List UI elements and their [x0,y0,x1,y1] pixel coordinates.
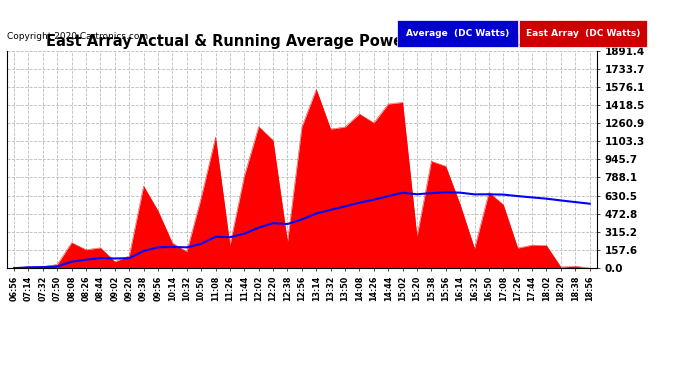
Text: Copyright 2020 Cartronics.com: Copyright 2020 Cartronics.com [7,32,148,41]
Text: East Array  (DC Watts): East Array (DC Watts) [526,28,640,38]
Text: Average  (DC Watts): Average (DC Watts) [406,28,509,38]
Title: East Array Actual & Running Average Power Tue Mar 24 19:13: East Array Actual & Running Average Powe… [46,34,558,50]
